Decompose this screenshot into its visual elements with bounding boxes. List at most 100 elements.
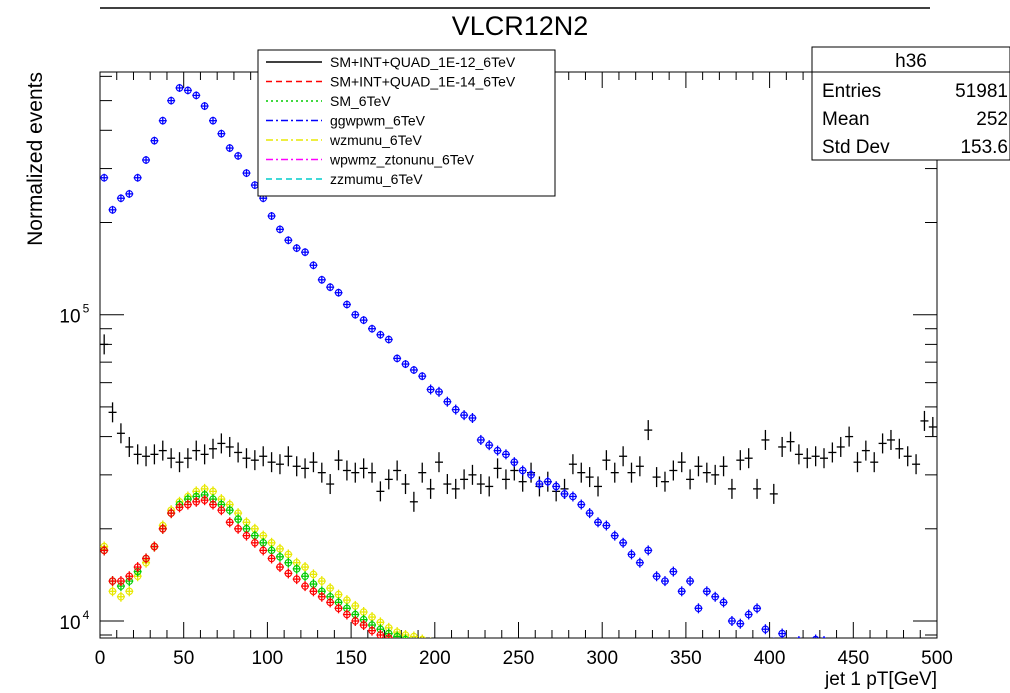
data-point	[602, 520, 611, 531]
data-point	[686, 469, 695, 490]
data-point	[803, 448, 812, 469]
data-point	[116, 194, 125, 203]
data-point	[359, 620, 368, 631]
data-point	[778, 628, 787, 638]
data-point	[635, 456, 644, 477]
data-point	[317, 462, 326, 483]
data-point	[158, 440, 167, 461]
legend-entry-label: SM_6TeV	[330, 93, 391, 109]
data-point	[317, 576, 326, 587]
data-point	[301, 581, 310, 592]
data-point	[242, 448, 251, 469]
data-point	[200, 444, 209, 465]
data-point	[719, 597, 728, 608]
data-point	[753, 478, 762, 499]
data-point	[396, 637, 398, 638]
data-point	[301, 458, 310, 479]
data-point	[225, 144, 234, 153]
data-point	[812, 634, 820, 638]
data-point	[275, 454, 284, 475]
data-point	[434, 386, 443, 397]
data-point	[401, 360, 410, 369]
data-point	[861, 440, 870, 461]
data-point	[267, 553, 276, 564]
data-point	[158, 523, 167, 534]
data-point	[485, 476, 494, 497]
data-point	[234, 442, 243, 463]
stats-row-label: Entries	[822, 81, 881, 102]
data-point	[267, 452, 276, 473]
data-point	[468, 412, 477, 423]
data-point	[853, 452, 862, 473]
data-point	[434, 452, 443, 473]
data-point	[292, 574, 301, 585]
data-point	[585, 467, 594, 488]
data-point	[292, 244, 301, 253]
data-point	[242, 169, 251, 178]
y-tick-label: 10	[59, 613, 80, 634]
data-point	[452, 651, 460, 661]
data-point	[460, 410, 469, 421]
stats-box: h36 Entries 51981 Mean 252 Std Dev 153.6	[811, 46, 1010, 161]
data-point	[660, 471, 669, 492]
data-point	[116, 591, 125, 602]
data-point	[610, 530, 619, 541]
legend-entry-label: wpwmz_ztonunu_6TeV	[329, 152, 475, 168]
data-point	[796, 636, 802, 638]
data-point	[736, 450, 745, 471]
data-point	[627, 549, 636, 560]
data-point	[368, 462, 377, 483]
data-point	[234, 151, 243, 160]
chart-title: VLCR12N2	[452, 11, 589, 41]
data-point	[393, 631, 402, 638]
data-point	[761, 624, 770, 635]
data-point	[100, 545, 109, 556]
legend-entry-label: SM+INT+QUAD_1E-14_6TeV	[330, 74, 516, 90]
data-point	[334, 603, 343, 614]
data-point	[836, 436, 845, 457]
data-point	[208, 438, 217, 459]
data-point	[142, 553, 151, 564]
legend: SM+INT+QUAD_1E-12_6TeV SM+INT+QUAD_1E-14_…	[257, 49, 556, 197]
x-tick-label: 100	[252, 648, 284, 669]
stats-row-label: Mean	[822, 109, 870, 130]
stats-box-border	[811, 46, 1010, 161]
data-point	[183, 499, 192, 510]
data-point	[158, 116, 167, 125]
data-point	[150, 136, 159, 145]
data-point	[820, 448, 829, 469]
data-point	[351, 462, 360, 483]
data-point	[602, 450, 611, 471]
data-point	[476, 474, 485, 495]
data-point	[568, 491, 577, 502]
stats-row-value: 252	[976, 109, 1008, 130]
data-point	[108, 586, 117, 597]
data-point	[234, 514, 243, 525]
data-point	[402, 641, 410, 651]
data-point	[686, 576, 695, 587]
data-point	[429, 637, 432, 638]
stats-row-value: 51981	[955, 81, 1008, 102]
data-point	[301, 248, 310, 257]
data-point	[677, 586, 686, 597]
data-point	[175, 83, 184, 92]
data-point	[773, 637, 775, 638]
data-point	[518, 465, 527, 476]
data-point	[644, 420, 653, 441]
data-point	[761, 429, 770, 450]
data-point	[125, 189, 134, 198]
data-point	[376, 330, 385, 339]
data-point	[342, 609, 351, 620]
x-axis-label: jet 1 pT[GeV]	[824, 669, 937, 690]
data-point	[267, 212, 276, 221]
data-point	[309, 261, 318, 270]
data-point	[786, 431, 795, 452]
data-point	[108, 402, 117, 423]
data-point	[460, 647, 468, 657]
data-point	[920, 410, 929, 431]
x-tick-label: 350	[670, 648, 702, 669]
data-point	[284, 446, 293, 467]
data-point	[342, 300, 351, 309]
data-point	[510, 457, 519, 468]
